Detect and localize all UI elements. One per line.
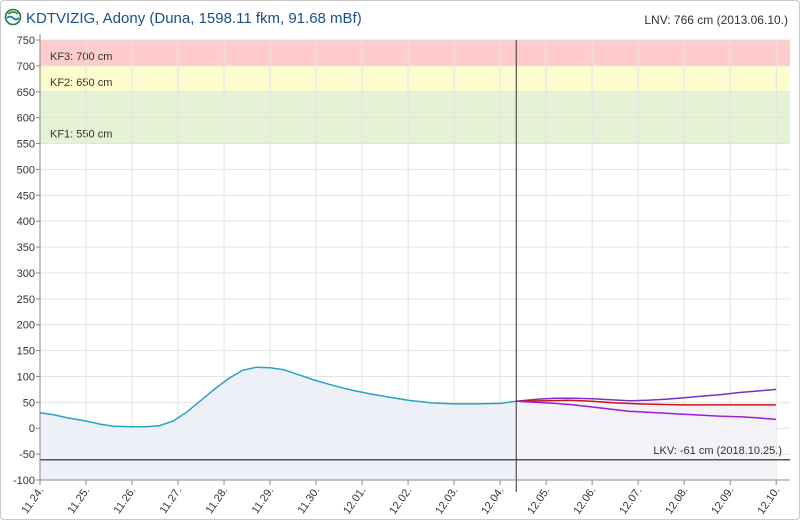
- y-tick-label: -100: [13, 475, 35, 487]
- y-tick-label: 300: [17, 268, 35, 280]
- x-tick-label: 12.01.: [341, 485, 368, 517]
- y-tick-label: 50: [23, 397, 35, 409]
- x-tick-label: 11.26.: [112, 485, 139, 516]
- series-line-1: [516, 388, 777, 403]
- x-tick-label: 11.27.: [158, 485, 185, 516]
- x-tick-label: 11.24.: [20, 485, 47, 516]
- chart-series: [39, 366, 777, 428]
- y-tick-label: 200: [17, 320, 35, 332]
- alert-band-label: KF3: 700 cm: [50, 51, 112, 63]
- chart-header: KDTVIZIG, Adony (Duna, 1598.11 fkm, 91.6…: [0, 0, 800, 32]
- y-tick-label: 500: [17, 164, 35, 176]
- gauge-title: KDTVIZIG, Adony (Duna, 1598.11 fkm, 91.6…: [26, 10, 362, 27]
- x-tick-label: 12.08.: [663, 485, 690, 517]
- x-axis: 11.24. 11.25. 11.26. 11.27. 11.28. 11.29. 11.3…: [20, 479, 790, 517]
- alert-band-label: KF1: 550 cm: [50, 129, 112, 141]
- y-tick-label: 750: [17, 35, 35, 47]
- lnv-label: LNV: 766 cm (2013.06.10.): [644, 13, 788, 27]
- x-tick-label: 12.05.: [525, 485, 552, 517]
- x-tick-label: 12.10.: [755, 485, 782, 517]
- x-tick-label: 12.03.: [433, 485, 460, 517]
- y-tick-label: 0: [29, 423, 35, 435]
- y-tick-label: -50: [19, 449, 35, 461]
- x-tick-label: 12.06.: [571, 485, 598, 517]
- x-tick-label: 12.04.: [479, 485, 506, 517]
- y-tick-label: 100: [17, 371, 35, 383]
- y-tick-label: 650: [17, 87, 35, 99]
- x-tick-label: 11.28.: [204, 485, 231, 516]
- alert-band: [40, 40, 790, 66]
- lkv-label: LKV: -61 cm (2018.10.25.): [653, 445, 782, 457]
- series-line-3: [516, 400, 777, 421]
- y-tick-label: 400: [17, 216, 35, 228]
- observed-area-fill: [40, 367, 517, 480]
- y-tick-label: 250: [17, 294, 35, 306]
- y-axis: -100 -50 0 50 100 150 200 250 300 350 400 450 500 550…: [13, 34, 41, 487]
- y-tick-label: 700: [17, 61, 35, 73]
- x-tick-label: 12.02.: [387, 485, 414, 517]
- x-tick-label: 11.30.: [296, 485, 323, 516]
- y-tick-label: 550: [17, 139, 35, 151]
- y-tick-label: 450: [17, 190, 35, 202]
- y-tick-label: 350: [17, 242, 35, 254]
- chart-markers: LKV: -61 cm (2018.10.25.): [40, 40, 790, 492]
- x-tick-label: 11.29.: [250, 485, 277, 516]
- alert-band-label: KF2: 650 cm: [50, 77, 112, 89]
- alert-band: [40, 65, 790, 92]
- series-line-2: [516, 399, 777, 406]
- x-tick-label: 11.25.: [66, 485, 93, 516]
- x-tick-label: 12.09.: [709, 485, 736, 517]
- water-gauge-logo-icon: [4, 8, 22, 26]
- series-line-0: [39, 366, 517, 428]
- y-tick-label: 600: [17, 113, 35, 125]
- y-tick-label: 150: [17, 346, 35, 358]
- x-tick-label: 12.07.: [617, 485, 644, 517]
